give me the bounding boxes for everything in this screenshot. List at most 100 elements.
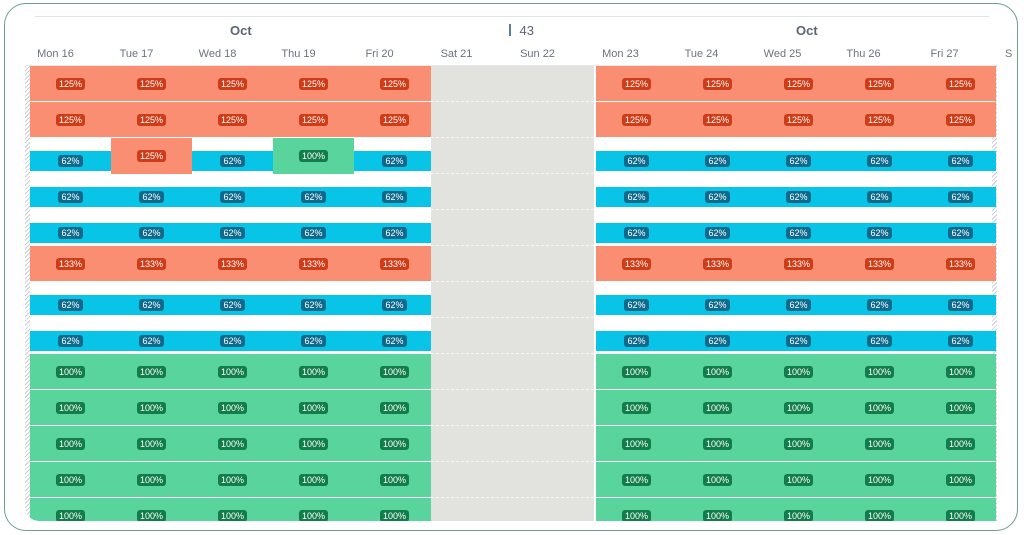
day-allocation-cell[interactable]: 62% — [677, 282, 758, 318]
allocation-bar[interactable] — [596, 498, 996, 521]
day-allocation-cell[interactable]: 62% — [677, 174, 758, 210]
day-allocation-cell[interactable]: 100% — [596, 354, 677, 390]
day-allocation-cell[interactable]: 100% — [192, 462, 273, 498]
day-allocation-cell[interactable]: 100% — [192, 354, 273, 390]
day-allocation-cell[interactable]: 125% — [677, 66, 758, 102]
day-allocation-cell[interactable]: 62% — [111, 210, 192, 246]
day-allocation-cell[interactable]: 125% — [596, 102, 677, 138]
day-allocation-cell[interactable]: 62% — [758, 174, 839, 210]
day-allocation-cell[interactable]: 62% — [30, 138, 111, 174]
day-allocation-cell[interactable]: 62% — [839, 318, 920, 354]
allocation-bar[interactable] — [30, 498, 431, 521]
day-allocation-cell[interactable]: 62% — [111, 318, 192, 354]
day-allocation-cell[interactable]: 125% — [111, 138, 192, 174]
day-allocation-cell[interactable]: 62% — [30, 282, 111, 318]
day-allocation-cell[interactable]: 62% — [273, 318, 354, 354]
day-allocation-cell[interactable]: 100% — [273, 138, 354, 174]
day-allocation-cell[interactable]: 100% — [677, 498, 758, 521]
day-allocation-cell[interactable]: 125% — [192, 102, 273, 138]
day-allocation-cell[interactable]: 62% — [920, 138, 997, 174]
day-allocation-cell[interactable]: 125% — [920, 66, 997, 102]
day-allocation-cell[interactable]: 100% — [111, 462, 192, 498]
day-allocation-cell[interactable]: 100% — [596, 498, 677, 521]
day-allocation-cell[interactable]: 100% — [354, 390, 435, 426]
day-allocation-cell[interactable]: 100% — [273, 390, 354, 426]
day-allocation-cell[interactable]: 100% — [677, 354, 758, 390]
day-allocation-cell[interactable]: 100% — [273, 498, 354, 521]
day-allocation-cell[interactable]: 100% — [30, 354, 111, 390]
day-allocation-cell[interactable]: 62% — [596, 174, 677, 210]
day-allocation-cell[interactable]: 125% — [30, 102, 111, 138]
day-allocation-cell[interactable]: 100% — [920, 462, 997, 498]
day-allocation-cell[interactable]: 133% — [839, 246, 920, 282]
day-allocation-cell[interactable]: 62% — [758, 210, 839, 246]
day-allocation-cell[interactable]: 100% — [30, 462, 111, 498]
day-allocation-cell[interactable]: 100% — [758, 390, 839, 426]
day-allocation-cell[interactable]: 133% — [920, 246, 997, 282]
day-allocation-cell[interactable]: 62% — [192, 210, 273, 246]
day-allocation-cell[interactable]: 100% — [30, 498, 111, 521]
day-allocation-cell[interactable]: 62% — [273, 282, 354, 318]
day-allocation-cell[interactable]: 62% — [111, 174, 192, 210]
day-allocation-cell[interactable]: 62% — [30, 210, 111, 246]
day-allocation-cell[interactable]: 100% — [354, 354, 435, 390]
day-allocation-cell[interactable]: 100% — [273, 354, 354, 390]
day-allocation-cell[interactable]: 62% — [596, 282, 677, 318]
day-allocation-cell[interactable]: 62% — [111, 282, 192, 318]
day-allocation-cell[interactable]: 100% — [192, 498, 273, 521]
day-allocation-cell[interactable]: 62% — [354, 282, 435, 318]
day-allocation-cell[interactable]: 133% — [596, 246, 677, 282]
day-allocation-cell[interactable]: 100% — [596, 462, 677, 498]
day-allocation-cell[interactable]: 100% — [839, 426, 920, 462]
day-allocation-cell[interactable]: 100% — [758, 426, 839, 462]
day-allocation-cell[interactable]: 125% — [354, 102, 435, 138]
day-allocation-cell[interactable]: 133% — [30, 246, 111, 282]
day-allocation-cell[interactable]: 62% — [354, 318, 435, 354]
day-allocation-cell[interactable]: 62% — [192, 282, 273, 318]
day-allocation-cell[interactable]: 62% — [30, 318, 111, 354]
day-allocation-cell[interactable]: 125% — [273, 66, 354, 102]
day-allocation-cell[interactable]: 62% — [839, 138, 920, 174]
day-allocation-cell[interactable]: 100% — [596, 390, 677, 426]
day-allocation-cell[interactable]: 100% — [758, 462, 839, 498]
day-allocation-cell[interactable]: 62% — [677, 210, 758, 246]
day-allocation-cell[interactable]: 62% — [596, 138, 677, 174]
day-allocation-cell[interactable]: 62% — [920, 210, 997, 246]
day-allocation-cell[interactable]: 62% — [354, 138, 435, 174]
day-allocation-cell[interactable]: 100% — [920, 498, 997, 521]
day-allocation-cell[interactable]: 133% — [677, 246, 758, 282]
day-allocation-cell[interactable]: 133% — [192, 246, 273, 282]
day-allocation-cell[interactable]: 100% — [920, 354, 997, 390]
day-allocation-cell[interactable]: 62% — [839, 282, 920, 318]
day-allocation-cell[interactable]: 62% — [758, 282, 839, 318]
day-allocation-cell[interactable]: 125% — [758, 66, 839, 102]
day-allocation-cell[interactable]: 100% — [677, 390, 758, 426]
day-allocation-cell[interactable]: 100% — [30, 390, 111, 426]
day-allocation-cell[interactable]: 100% — [192, 390, 273, 426]
day-allocation-cell[interactable]: 100% — [839, 462, 920, 498]
day-allocation-cell[interactable]: 100% — [30, 426, 111, 462]
day-allocation-cell[interactable]: 125% — [111, 102, 192, 138]
day-allocation-cell[interactable]: 133% — [273, 246, 354, 282]
day-allocation-cell[interactable]: 62% — [354, 174, 435, 210]
day-allocation-cell[interactable]: 125% — [758, 102, 839, 138]
day-allocation-cell[interactable]: 100% — [839, 390, 920, 426]
day-allocation-cell[interactable]: 133% — [354, 246, 435, 282]
day-allocation-cell[interactable]: 62% — [758, 138, 839, 174]
day-allocation-cell[interactable]: 125% — [354, 66, 435, 102]
day-allocation-cell[interactable]: 100% — [273, 462, 354, 498]
day-allocation-cell[interactable]: 100% — [596, 426, 677, 462]
day-allocation-cell[interactable]: 100% — [111, 354, 192, 390]
day-allocation-cell[interactable]: 62% — [354, 210, 435, 246]
day-allocation-cell[interactable]: 125% — [839, 66, 920, 102]
day-allocation-cell[interactable]: 125% — [192, 66, 273, 102]
day-allocation-cell[interactable]: 100% — [192, 426, 273, 462]
day-allocation-cell[interactable]: 125% — [677, 102, 758, 138]
day-allocation-cell[interactable]: 125% — [273, 102, 354, 138]
day-allocation-cell[interactable]: 100% — [920, 390, 997, 426]
day-allocation-cell[interactable]: 62% — [273, 174, 354, 210]
day-allocation-cell[interactable]: 62% — [273, 210, 354, 246]
day-allocation-cell[interactable]: 100% — [354, 426, 435, 462]
day-allocation-cell[interactable]: 100% — [920, 426, 997, 462]
day-allocation-cell[interactable]: 100% — [354, 498, 435, 521]
